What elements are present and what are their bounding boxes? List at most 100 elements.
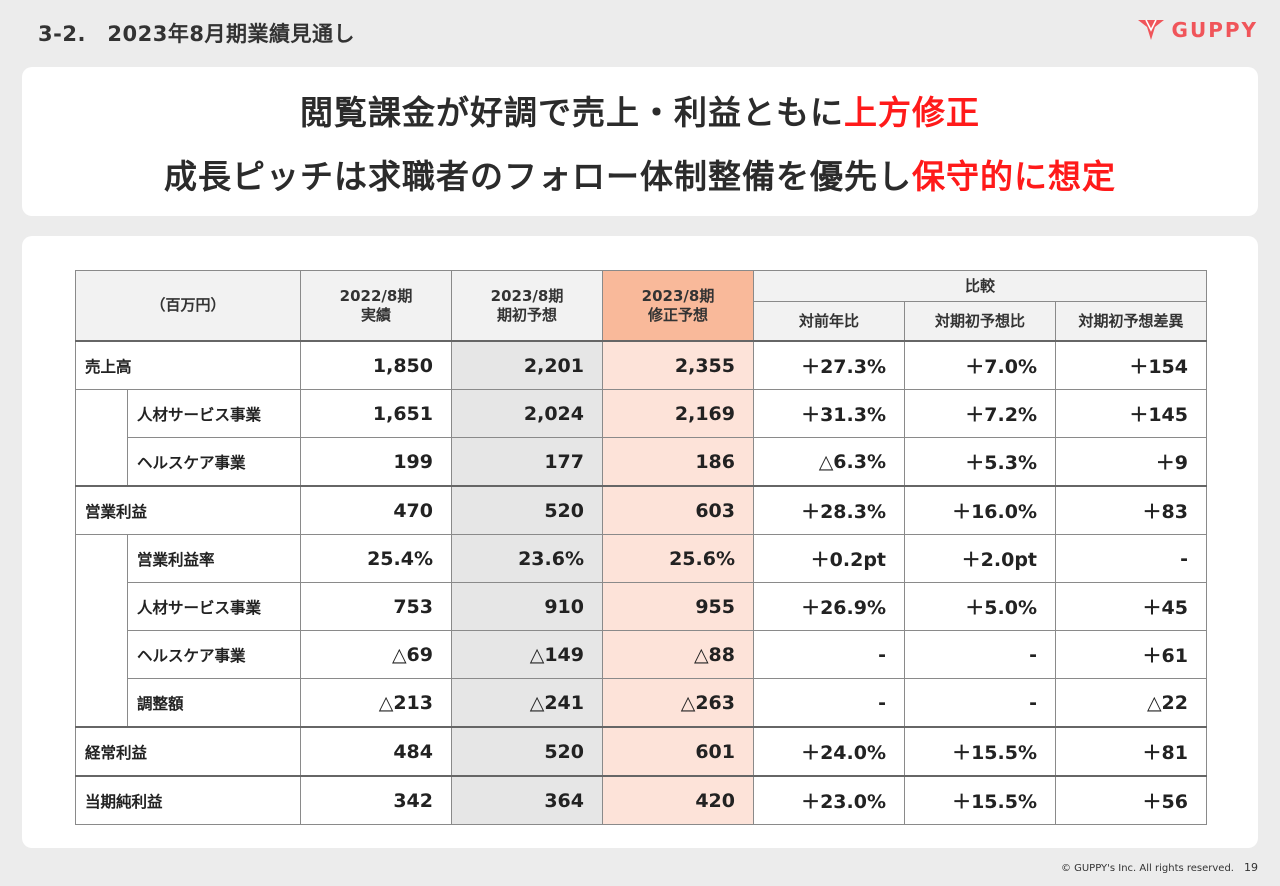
row-label: 調整額 [127,678,301,728]
row-label: 営業利益 [75,485,301,535]
cell-value: 910 [451,582,603,631]
table-row: 経常利益 484 520 601 ＋24.0% ＋15.5% ＋81 [75,726,1207,777]
cell-value: ＋81 [1055,726,1207,777]
cell-value: 520 [451,726,603,777]
table-row: ヘルスケア事業 △69 △149 △88 - - ＋61 [76,630,1207,679]
cell-value: 23.6% [451,534,603,583]
headline-line-2: 成長ピッチは求職者のフォロー体制整備を優先し保守的に想定 [164,150,1116,198]
col-header-actual-2022: 2022/8期 実績 [300,270,452,342]
row-label: ヘルスケア事業 [127,437,301,487]
cell-value: ＋27.3% [753,340,905,390]
cell-value: ＋7.0% [904,340,1056,390]
cell-value: 520 [451,485,603,535]
table-row: 当期純利益 342 364 420 ＋23.0% ＋15.5% ＋56 [75,775,1207,825]
cell-value: ＋7.2% [904,389,1056,438]
cell-value: 603 [602,485,754,535]
cell-value: ＋15.5% [904,775,1056,825]
cell-value: 2,169 [602,389,754,438]
cell-value: - [753,630,905,679]
headline-line-1: 閲覧課金が好調で売上・利益ともに上方修正 [300,86,980,134]
cell-value: ＋15.5% [904,726,1056,777]
cell-value: 1,651 [300,389,452,438]
headline-line-2-emphasis: 保守的に想定 [912,156,1116,196]
guppy-logo-text: GUPPY [1171,18,1258,42]
row-label: 人材サービス事業 [127,582,301,631]
row-label: 売上高 [75,340,301,390]
cell-value: △69 [300,630,452,679]
guppy-logo: GUPPY [1136,18,1258,42]
cell-value: 470 [300,485,452,535]
cell-value: - [753,678,905,728]
cell-value: ＋23.0% [753,775,905,825]
cell-value: 2,201 [451,340,603,390]
cell-value: △149 [451,630,603,679]
cell-value: ＋24.0% [753,726,905,777]
cell-value: 186 [602,437,754,487]
indent-cell [75,389,128,486]
cell-value: ＋5.0% [904,582,1056,631]
col-header-line2: 期初予想 [496,305,557,324]
col-header-line1: 2022/8期 [339,286,413,305]
cell-value: ＋0.2pt [753,534,905,583]
col-header-vs-initial-pct: 対期初予想比 [904,301,1056,342]
cell-value: ＋2.0pt [904,534,1056,583]
col-header-line2: 実績 [360,305,391,324]
cell-value: 199 [300,437,452,487]
row-label: 人材サービス事業 [127,389,301,438]
cell-value: 25.6% [602,534,754,583]
cell-value: ＋61 [1055,630,1207,679]
cell-value: 601 [602,726,754,777]
forecast-table-card: （百万円） 2022/8期 実績 2023/8期 期初予想 2023/8期 修正… [22,236,1258,848]
col-header-line1: 2023/8期 [490,286,564,305]
cell-value: △22 [1055,678,1207,728]
cell-value: 2,355 [602,340,754,390]
cell-value: 177 [451,437,603,487]
cell-value: ＋9 [1055,437,1207,487]
table-row: 営業利益率 25.4% 23.6% 25.6% ＋0.2pt ＋2.0pt - [75,534,1207,727]
table-row: ヘルスケア事業 199 177 186 △6.3% ＋5.3% ＋9 [76,437,1207,487]
cell-value: 2,024 [451,389,603,438]
indent-cell [75,534,128,727]
col-header-initial-forecast-2023: 2023/8期 期初予想 [451,270,603,342]
cell-value: - [904,630,1056,679]
cell-value: 420 [602,775,754,825]
cell-value: 342 [300,775,452,825]
table-row: 人材サービス事業 1,651 2,024 2,169 ＋31.3% ＋7.2% … [75,389,1207,486]
row-label: 経常利益 [75,726,301,777]
footer: © GUPPY's Inc. All rights reserved. 19 [1061,861,1258,874]
cell-value: ＋145 [1055,389,1207,438]
cell-value: 955 [602,582,754,631]
table-row: 調整額 △213 △241 △263 - - △22 [76,678,1207,728]
col-header-line2: 修正予想 [647,305,708,324]
cell-value: ＋154 [1055,340,1207,390]
cell-value: ＋45 [1055,582,1207,631]
copyright-text: © GUPPY's Inc. All rights reserved. [1060,863,1234,874]
row-label: ヘルスケア事業 [127,630,301,679]
col-header-line1: 2023/8期 [641,286,715,305]
cell-value: △241 [451,678,603,728]
cell-value: ＋28.3% [753,485,905,535]
col-header-vs-initial-diff: 対期初予想差異 [1055,301,1207,342]
headline-card: 閲覧課金が好調で売上・利益ともに上方修正 成長ピッチは求職者のフォロー体制整備を… [22,67,1258,216]
headline-line-1-text: 閲覧課金が好調で売上・利益ともに [300,92,844,132]
cell-value: 1,850 [300,340,452,390]
cell-value: △213 [300,678,452,728]
col-header-revised-forecast-2023: 2023/8期 修正予想 [602,270,754,342]
row-label: 営業利益率 [127,534,301,583]
unit-header: （百万円） [75,270,301,342]
table-row: 人材サービス事業 753 910 955 ＋26.9% ＋5.0% ＋45 [76,582,1207,631]
cell-value: △263 [602,678,754,728]
table-row: 営業利益 470 520 603 ＋28.3% ＋16.0% ＋83 [75,485,1207,535]
cell-value: △88 [602,630,754,679]
cell-value: 25.4% [300,534,452,583]
cell-value: - [1055,534,1207,583]
cell-value: ＋26.9% [753,582,905,631]
slide-title: 3-2. 2023年8月期業績見通し [38,22,355,46]
cell-value: 484 [300,726,452,777]
cell-value: - [904,678,1056,728]
headline-line-2-text: 成長ピッチは求職者のフォロー体制整備を優先し [164,156,912,196]
cell-value: 364 [451,775,603,825]
table-row: 売上高 1,850 2,201 2,355 ＋27.3% ＋7.0% ＋154 [75,340,1207,390]
cell-value: ＋5.3% [904,437,1056,487]
headline-line-1-emphasis: 上方修正 [844,92,980,132]
